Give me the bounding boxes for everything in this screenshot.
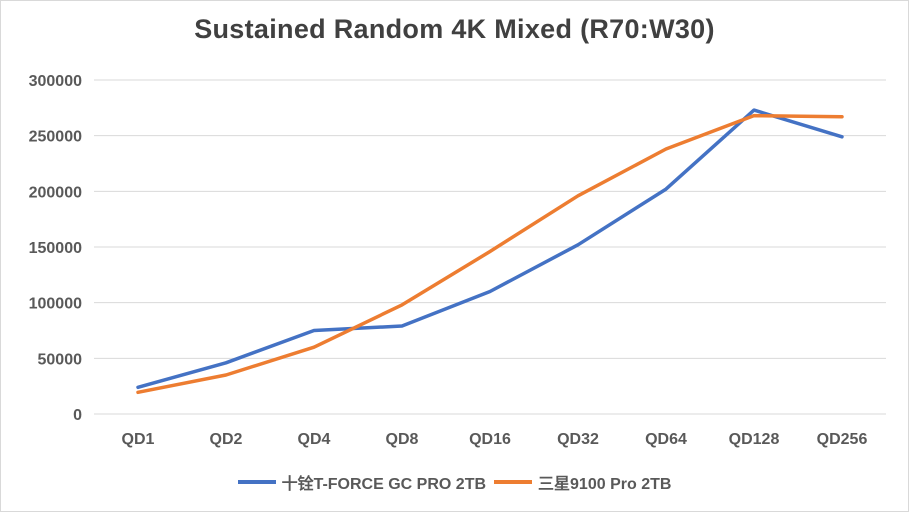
legend-item-series-2: 三星9100 Pro 2TB	[494, 470, 671, 494]
x-tick-label-qd256: QD256	[817, 431, 868, 448]
legend-swatch-series-1	[237, 480, 276, 484]
legend-label-series-2: 三星9100 Pro 2TB	[538, 476, 672, 493]
y-tick-label: 100000	[29, 296, 82, 313]
x-tick-label-qd128: QD128	[729, 431, 780, 448]
x-tick-label-qd8: QD8	[386, 431, 419, 448]
legend-swatch-series-2	[494, 480, 533, 484]
x-tick-label-qd32: QD32	[557, 431, 599, 448]
chart-title: Sustained Random 4K Mixed (R70:W30)	[194, 14, 715, 44]
x-tick-label-qd16: QD16	[469, 431, 511, 448]
y-tick-label: 150000	[29, 240, 82, 257]
y-tick-label: 250000	[29, 129, 82, 146]
x-tick-label-qd4: QD4	[298, 431, 331, 448]
x-tick-label-qd2: QD2	[210, 431, 243, 448]
y-tick-label: 300000	[29, 73, 82, 90]
legend-item-series-1: 十铨T-FORCE GC PRO 2TB	[237, 470, 487, 494]
legend-label-series-1: 十铨T-FORCE GC PRO 2TB	[281, 476, 487, 493]
series-line-2	[136, 113, 844, 395]
x-tick-label-qd1: QD1	[122, 431, 155, 448]
x-tick-label-qd64: QD64	[645, 431, 687, 448]
y-tick-label: 50000	[38, 351, 83, 368]
legend: 十铨T-FORCE GC PRO 2TB 三星9100 Pro 2TB	[0, 470, 909, 494]
y-tick-label: 200000	[29, 184, 82, 201]
y-tick-label: 0	[73, 407, 82, 424]
series-line-1	[136, 108, 844, 390]
